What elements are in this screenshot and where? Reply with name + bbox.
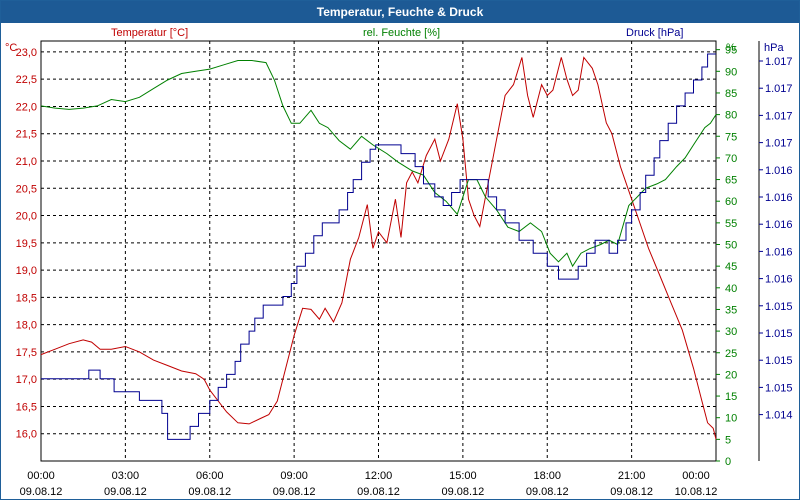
humidity-tick-label: 65 bbox=[725, 175, 737, 187]
humidity-tick-label: 15 bbox=[725, 391, 737, 403]
time-tick-label: 00:00 bbox=[682, 470, 710, 482]
temperature-tick-label: 22,5 bbox=[16, 74, 37, 86]
date-tick-label: 09.08.12 bbox=[441, 486, 484, 498]
humidity-tick-label: 45 bbox=[725, 261, 737, 273]
date-tick-label: 09.08.12 bbox=[104, 486, 147, 498]
temperature-tick-label: 23,0 bbox=[16, 47, 37, 59]
humidity-tick-label: 95 bbox=[725, 45, 737, 57]
humidity-tick-label: 70 bbox=[725, 153, 737, 165]
time-tick-label: 21:00 bbox=[618, 470, 646, 482]
humidity-tick-label: 90 bbox=[725, 66, 737, 78]
plot-frame bbox=[40, 40, 717, 462]
date-tick-label: 09.08.12 bbox=[188, 486, 231, 498]
temperature-tick-label: 22,0 bbox=[16, 101, 37, 113]
pressure-tick-labels: 1.017 1.017 1.017 1.017 1.016 1.016 1.016 1.016… bbox=[759, 56, 793, 422]
temperature-tick-label: 19,0 bbox=[16, 265, 37, 277]
humidity-tick-label: 55 bbox=[725, 218, 737, 230]
time-tick-label: 09:00 bbox=[280, 470, 308, 482]
temperature-unit: °C bbox=[5, 42, 17, 54]
humidity-tick-label: 30 bbox=[725, 326, 737, 338]
temperature-axis-label: Temperatur [°C] bbox=[111, 27, 188, 39]
date-tick-label: 09.08.12 bbox=[610, 486, 653, 498]
temperature-tick-label: 17,5 bbox=[16, 347, 37, 359]
pressure-tick-label: 1.017 bbox=[765, 83, 793, 95]
date-tick-label: 09.08.12 bbox=[273, 486, 316, 498]
temperature-tick-label: 20,5 bbox=[16, 183, 37, 195]
humidity-tick-label: 0 bbox=[725, 456, 731, 468]
time-tick-labels: 00:00 09.08.12 03:00 09.08.12 06:00 09.08.12 0… bbox=[20, 470, 718, 498]
chart-title: Temperatur, Feuchte & Druck bbox=[1, 1, 799, 23]
temperature-tick-label: 16,5 bbox=[16, 401, 37, 413]
pressure-tick-label: 1.016 bbox=[765, 192, 793, 204]
humidity-axis-label: rel. Feuchte [%] bbox=[363, 27, 440, 39]
time-tick-label: 18:00 bbox=[533, 470, 561, 482]
humidity-tick-label: 25 bbox=[725, 348, 737, 360]
temperature-tick-label: 20,0 bbox=[16, 211, 37, 223]
temperature-tick-label: 16,0 bbox=[16, 429, 37, 441]
date-tick-label: 10.08.12 bbox=[675, 486, 718, 498]
temperature-tick-label: 18,0 bbox=[16, 320, 37, 332]
pressure-series-line bbox=[41, 53, 716, 440]
time-tick-label: 00:00 bbox=[27, 470, 55, 482]
humidity-unit: % bbox=[726, 42, 736, 54]
pressure-tick-label: 1.015 bbox=[765, 382, 793, 394]
humidity-tick-label: 10 bbox=[725, 413, 737, 425]
humidity-tick-label: 80 bbox=[725, 110, 737, 122]
time-tick-label: 15:00 bbox=[449, 470, 477, 482]
pressure-tick-label: 1.017 bbox=[765, 138, 793, 150]
temperature-tick-label: 21,5 bbox=[16, 129, 37, 141]
humidity-tick-label: 50 bbox=[725, 240, 737, 252]
temperature-tick-label: 18,5 bbox=[16, 292, 37, 304]
pressure-unit: hPa bbox=[764, 42, 784, 54]
humidity-tick-label: 60 bbox=[725, 196, 737, 208]
pressure-tick-label: 1.017 bbox=[765, 110, 793, 122]
pressure-tick-label: 1.017 bbox=[765, 56, 793, 68]
pressure-axis-label: Druck [hPa] bbox=[626, 27, 683, 39]
temperature-tick-labels: 23,0 22,5 22,0 21,5 21,0 20,5 20,0 19,5 19,0 18,5… bbox=[16, 47, 37, 441]
temperature-series-line bbox=[40, 56, 717, 440]
date-tick-label: 09.08.12 bbox=[20, 486, 63, 498]
pressure-tick-label: 1.015 bbox=[765, 355, 793, 367]
date-tick-label: 09.08.12 bbox=[357, 486, 400, 498]
time-tick-label: 06:00 bbox=[196, 470, 224, 482]
pressure-tick-label: 1.016 bbox=[765, 219, 793, 231]
temperature-tick-label: 19,5 bbox=[16, 238, 37, 250]
pressure-tick-label: 1.016 bbox=[765, 246, 793, 258]
humidity-tick-label: 85 bbox=[725, 88, 737, 100]
time-tick-label: 03:00 bbox=[112, 470, 140, 482]
humidity-tick-label: 20 bbox=[725, 369, 737, 381]
pressure-tick-label: 1.015 bbox=[765, 328, 793, 340]
humidity-tick-label: 5 bbox=[725, 434, 731, 446]
temperature-tick-label: 17,0 bbox=[16, 374, 37, 386]
humidity-tick-label: 75 bbox=[725, 131, 737, 143]
pressure-tick-label: 1.016 bbox=[765, 274, 793, 286]
humidity-tick-label: 35 bbox=[725, 304, 737, 316]
time-tick-label: 12:00 bbox=[365, 470, 393, 482]
pressure-tick-label: 1.014 bbox=[765, 410, 793, 422]
pressure-tick-label: 1.016 bbox=[765, 165, 793, 177]
temperature-tick-label: 21,0 bbox=[16, 156, 37, 168]
date-tick-label: 09.08.12 bbox=[526, 486, 569, 498]
pressure-tick-label: 1.015 bbox=[765, 301, 793, 313]
humidity-tick-label: 40 bbox=[725, 283, 737, 295]
grid-lines bbox=[41, 41, 716, 461]
